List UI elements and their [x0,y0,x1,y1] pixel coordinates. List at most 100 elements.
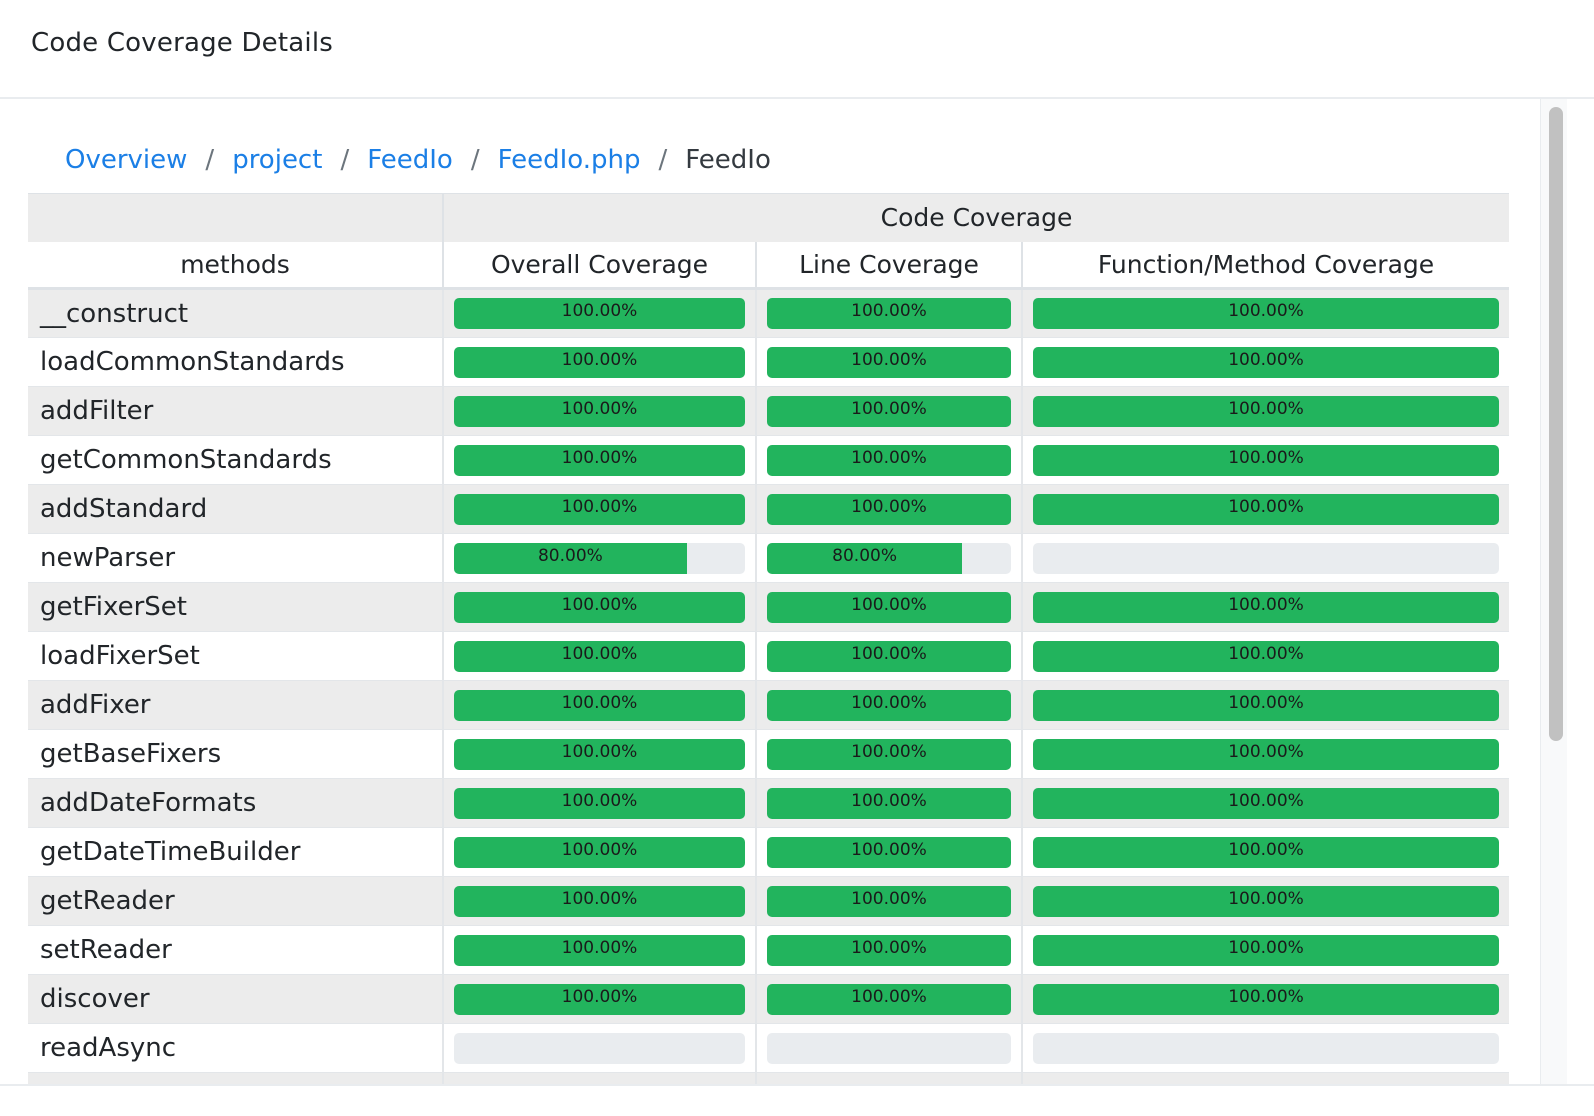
table-row: setReader 100.00% 100.00% 100.00% [28,925,1510,975]
overall-coverage-label: 100.00% [561,839,638,860]
overall-coverage-bar: 100.00% [454,591,745,623]
breadcrumb-separator: / [340,145,350,175]
line-coverage-cell: 100.00% [755,876,1022,926]
function-coverage-bar [1033,1032,1500,1064]
vertical-scrollbar[interactable] [1540,99,1567,1085]
method-name: addFixer [28,680,443,730]
overall-coverage-bar: 100.00% [454,395,745,427]
table-row: discover 100.00% 100.00% 100.00% [28,974,1510,1024]
function-coverage-cell: 100.00% [1020,631,1510,681]
overall-coverage-bar-fill [454,346,745,378]
line-coverage-label: 80.00% [832,545,897,566]
overall-coverage-cell: 100.00% [442,386,756,436]
overall-coverage-bar-fill [454,738,745,770]
breadcrumb-link-project[interactable]: project [232,145,323,175]
overall-coverage-cell [442,1023,756,1073]
function-coverage-bar: 100.00% [1033,689,1500,721]
overall-coverage-bar-fill [454,689,745,721]
function-coverage-label: 100.00% [1228,447,1304,468]
main-content[interactable]: Overview / project / FeedIo / FeedIo.php… [0,99,1540,1085]
line-coverage-bar: 100.00% [767,885,1011,917]
method-name: addStandard [28,484,443,534]
line-coverage-label: 100.00% [851,692,927,713]
overall-coverage-cell: 100.00% [442,288,756,338]
function-coverage-bar: 100.00% [1033,787,1500,819]
line-coverage-bar: 100.00% [767,983,1011,1015]
line-coverage-cell: 100.00% [755,925,1022,975]
line-coverage-bar [767,1032,1011,1064]
line-coverage-cell: 100.00% [755,288,1022,338]
line-coverage-cell: 100.00% [755,386,1022,436]
line-coverage-bar-fill [767,395,1011,427]
function-coverage-label: 100.00% [1228,888,1304,909]
function-coverage-bar-fill [1033,346,1500,378]
function-coverage-bar-fill [1033,738,1500,770]
overall-coverage-bar: 100.00% [454,493,745,525]
function-coverage-label: 100.00% [1228,643,1304,664]
line-coverage-bar: 100.00% [767,493,1011,525]
line-coverage-bar-fill [767,444,1011,476]
line-coverage-bar-fill [767,934,1011,966]
overall-coverage-bar-fill [454,591,745,623]
line-coverage-bar-fill [767,591,1011,623]
line-coverage-bar: 100.00% [767,836,1011,868]
table-row: newParser 80.00% 80.00% [28,533,1510,583]
method-name: getDateTimeBuilder [28,827,443,877]
overall-coverage-cell: 80.00% [442,533,756,583]
table-row: getDateTimeBuilder 100.00% 100.00% 100.00% [28,827,1510,877]
table-cell-partial [28,1072,443,1085]
method-name: getCommonStandards [28,435,443,485]
overall-coverage-label: 80.00% [537,545,603,566]
breadcrumb-link-overview[interactable]: Overview [65,145,188,175]
function-coverage-bar: 100.00% [1033,934,1500,966]
overall-coverage-bar: 100.00% [454,885,745,917]
function-coverage-label: 100.00% [1228,594,1304,615]
breadcrumb-link-feedio-file[interactable]: FeedIo.php [497,145,641,175]
function-coverage-bar: 100.00% [1033,640,1500,672]
line-coverage-label: 100.00% [851,790,927,811]
function-coverage-bar-fill [1033,934,1500,966]
table-row: readAsync [28,1023,1510,1073]
line-coverage-bar: 100.00% [767,444,1011,476]
overall-coverage-cell: 100.00% [442,974,756,1024]
line-coverage-bar: 100.00% [767,738,1011,770]
table-row: getReader 100.00% 100.00% 100.00% [28,876,1510,926]
scrollbar-thumb[interactable] [1549,107,1563,741]
line-coverage-bar-fill [767,836,1011,868]
method-name: addDateFormats [28,778,443,828]
function-coverage-cell: 100.00% [1020,876,1510,926]
method-name: loadCommonStandards [28,337,443,387]
line-coverage-cell: 100.00% [755,680,1022,730]
line-coverage-bar: 100.00% [767,395,1011,427]
line-coverage-bar-fill [767,298,1011,329]
coverage-table: Code Coverage methods Overall Coverage L… [28,193,1510,1085]
function-coverage-bar: 100.00% [1033,395,1500,427]
function-coverage-bar-fill [1033,689,1500,721]
overall-coverage-bar: 100.00% [454,934,745,966]
line-coverage-bar: 100.00% [767,346,1011,378]
column-header-overall-coverage: Overall Coverage [442,241,756,290]
overall-coverage-bar-fill [454,298,745,329]
function-coverage-bar-fill [1033,444,1500,476]
table-row: addFixer 100.00% 100.00% 100.00% [28,680,1510,730]
function-coverage-cell: 100.00% [1020,337,1510,387]
line-coverage-label: 100.00% [851,349,927,370]
function-coverage-bar-fill [1033,493,1500,525]
line-coverage-label: 100.00% [851,447,927,468]
line-coverage-label: 100.00% [851,594,927,615]
function-coverage-cell: 100.00% [1020,582,1510,632]
line-coverage-bar: 80.00% [767,542,1011,574]
breadcrumb-link-feedio-dir[interactable]: FeedIo [367,145,453,175]
line-coverage-label: 100.00% [851,888,927,909]
page-title: Code Coverage Details [31,28,333,58]
function-coverage-cell: 100.00% [1020,778,1510,828]
overall-coverage-label: 100.00% [561,741,638,762]
bottom-divider [0,1084,1594,1086]
function-coverage-cell: 100.00% [1020,827,1510,877]
function-coverage-label: 100.00% [1228,398,1304,419]
function-coverage-bar: 100.00% [1033,885,1500,917]
overall-coverage-bar-fill [454,836,745,868]
page-header: Code Coverage Details [0,0,1594,99]
function-coverage-cell: 100.00% [1020,974,1510,1024]
overall-coverage-label: 100.00% [561,790,638,811]
